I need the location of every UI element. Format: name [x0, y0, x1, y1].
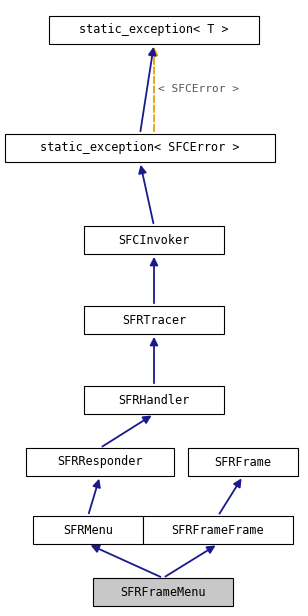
FancyBboxPatch shape: [5, 134, 275, 162]
Text: < SFCError >: < SFCError >: [158, 84, 239, 94]
Text: SFRMenu: SFRMenu: [63, 524, 113, 537]
Text: SFCInvoker: SFCInvoker: [118, 233, 190, 246]
FancyBboxPatch shape: [33, 516, 143, 544]
Text: SFRHandler: SFRHandler: [118, 394, 190, 407]
FancyBboxPatch shape: [26, 448, 174, 476]
FancyBboxPatch shape: [188, 448, 298, 476]
Text: SFRFrameMenu: SFRFrameMenu: [120, 585, 206, 599]
Text: SFRFrameFrame: SFRFrameFrame: [172, 524, 264, 537]
FancyBboxPatch shape: [84, 306, 224, 334]
Text: SFRResponder: SFRResponder: [57, 455, 143, 469]
FancyBboxPatch shape: [84, 226, 224, 254]
Text: static_exception< T >: static_exception< T >: [79, 23, 229, 36]
Text: SFRTracer: SFRTracer: [122, 314, 186, 326]
FancyBboxPatch shape: [93, 578, 233, 606]
Text: SFRFrame: SFRFrame: [214, 455, 271, 469]
FancyBboxPatch shape: [143, 516, 293, 544]
FancyBboxPatch shape: [49, 16, 259, 44]
Text: static_exception< SFCError >: static_exception< SFCError >: [40, 142, 240, 155]
FancyBboxPatch shape: [84, 386, 224, 414]
